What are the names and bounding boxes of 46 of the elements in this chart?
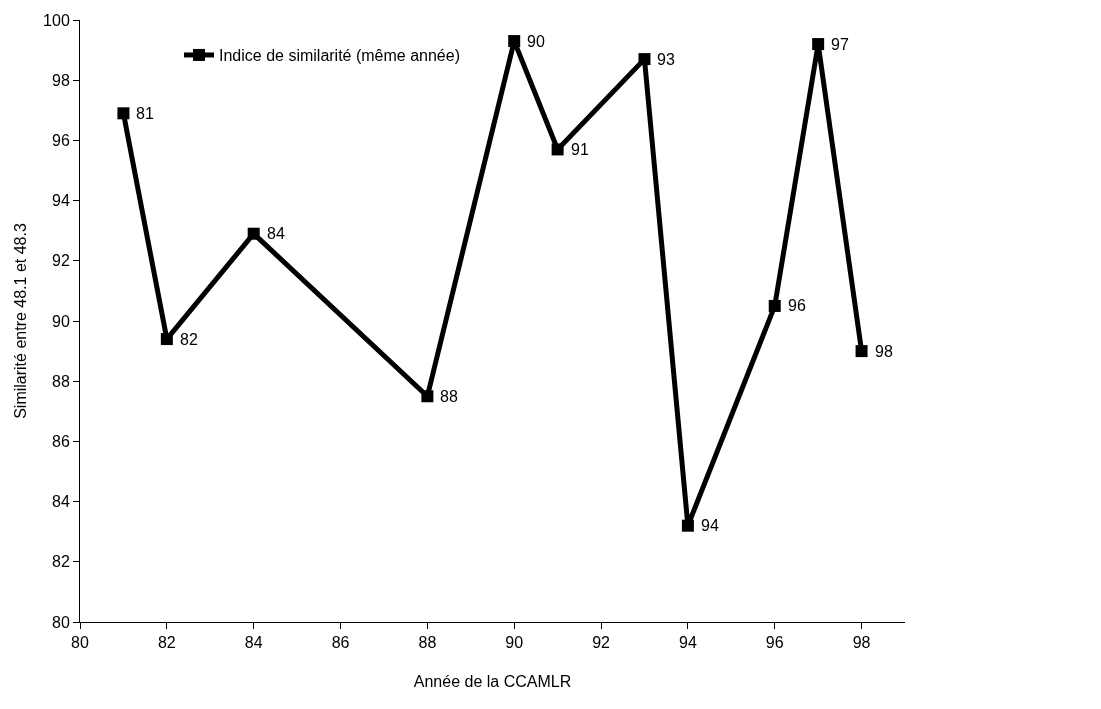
y-tick-label: 80 [52, 613, 70, 631]
point [551, 143, 564, 156]
annotation: 97 [831, 36, 849, 53]
x-tick-label: 82 [157, 634, 176, 652]
annotation: 91 [571, 141, 589, 158]
annotation: 81 [136, 105, 154, 122]
y-tick-label: 98 [52, 71, 70, 89]
x-axis-title: Année de la CCAMLR [413, 672, 572, 690]
y-tick-label: 90 [52, 312, 70, 330]
y-tick-label: 82 [52, 553, 70, 571]
point [681, 519, 694, 532]
x-tick-label: 84 [244, 634, 263, 652]
x-tick-label: 90 [505, 634, 524, 652]
y-tick-label: 88 [52, 372, 70, 390]
annotation: 98 [875, 343, 893, 360]
point [855, 345, 868, 358]
point [160, 333, 173, 346]
x-tick-label: 86 [331, 634, 350, 652]
x-tick-label: 80 [71, 634, 89, 652]
x-tick-label: 88 [418, 634, 437, 652]
point [638, 53, 651, 66]
y-tick-label: 84 [52, 493, 70, 511]
annotation: 82 [180, 331, 198, 348]
annotation: 90 [527, 33, 545, 50]
point [247, 227, 260, 240]
annotation: 96 [788, 297, 806, 314]
point [508, 35, 521, 48]
x-tick-label: 96 [765, 634, 784, 652]
y-axis-title: Similarité entre 48.1 et 48.3 [12, 223, 29, 419]
point [812, 38, 825, 51]
x-tick-label: 94 [678, 634, 697, 652]
y-tick-label: 86 [52, 433, 70, 450]
y-tick-label: 96 [52, 132, 70, 149]
annotation: 84 [267, 225, 285, 242]
x-tick-label: 92 [592, 634, 611, 652]
annotation: 88 [440, 388, 458, 405]
point [768, 299, 781, 312]
y-tick-label: 92 [52, 252, 70, 270]
y-tick-label: 94 [52, 192, 70, 210]
annotation: 94 [701, 517, 719, 534]
y-tick-label: 100 [43, 11, 70, 29]
point [117, 107, 130, 120]
legend-label: Indice de similarité (même année) [219, 47, 460, 65]
point [421, 390, 434, 403]
annotation: 93 [657, 51, 675, 68]
x-tick-label: 98 [852, 634, 871, 652]
